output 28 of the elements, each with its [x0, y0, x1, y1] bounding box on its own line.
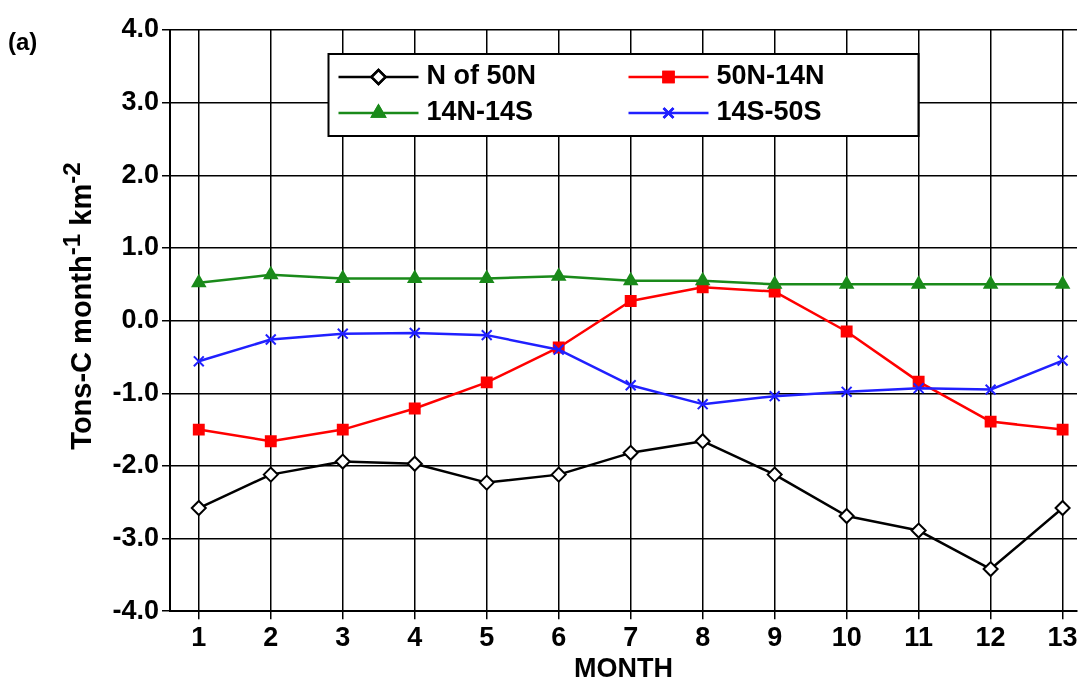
x-axis-title: MONTH	[574, 653, 673, 684]
y-tick-label: 3.0	[121, 86, 159, 117]
x-tick-label: 7	[623, 621, 639, 652]
x-tick-label: 12	[975, 621, 1006, 652]
y-tick-label: 1.0	[121, 231, 159, 262]
x-tick-label: 8	[695, 621, 711, 652]
x-tick-label: 1	[191, 621, 207, 652]
y-tick-label: 0.0	[121, 304, 159, 335]
x-tick-label: 6	[551, 621, 567, 652]
y-tick-label: 4.0	[121, 13, 159, 44]
y-tick-label: -3.0	[112, 522, 159, 552]
y-tick-label: -2.0	[112, 449, 159, 480]
x-tick-label: 2	[263, 621, 279, 652]
x-tick-label: 9	[767, 621, 783, 652]
legend-label: 14N-14S	[426, 96, 534, 127]
y-tick-label: -4.0	[112, 594, 159, 625]
text: (a)	[8, 28, 38, 56]
legend-label: N of 50N	[426, 60, 537, 91]
y-tick-label: -1.0	[112, 376, 159, 407]
x-tick-label: 4	[407, 621, 423, 652]
x-tick-label: 11	[904, 621, 933, 652]
x-tick-label: 10	[831, 621, 862, 652]
legend-label: 14S-50S	[716, 96, 822, 127]
x-tick-label: 13	[1047, 621, 1078, 652]
x-tick-label: 5	[479, 621, 495, 652]
legend-label: 50N-14N	[716, 60, 825, 91]
x-tick-label: 3	[335, 621, 351, 652]
y-tick-label: 2.0	[121, 158, 159, 189]
